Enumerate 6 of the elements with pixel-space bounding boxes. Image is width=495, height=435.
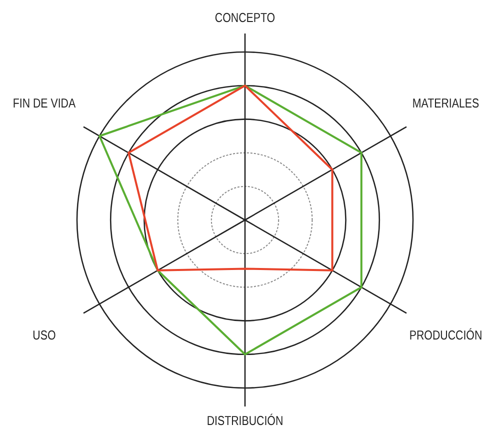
spoke-label: USO <box>32 327 56 343</box>
spoke-label: FIN DE VIDA <box>12 95 76 111</box>
spoke-label: MATERIALES <box>412 95 480 111</box>
spoke-label: DISTRIBUCIÓN <box>206 413 284 428</box>
spoke-label: PRODUCCIÓN <box>409 327 482 343</box>
spoke-label: CONCEPTO <box>214 10 276 26</box>
